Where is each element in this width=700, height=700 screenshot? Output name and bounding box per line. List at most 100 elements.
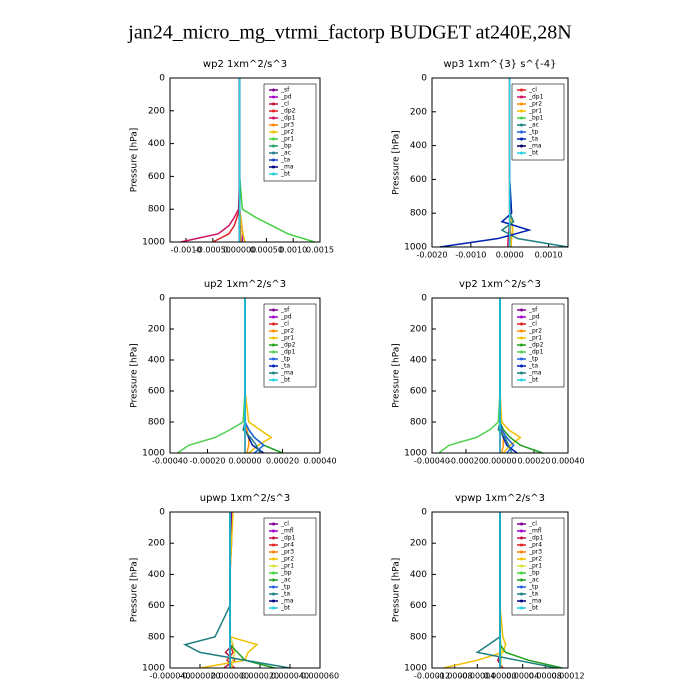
legend-marker [272,130,275,134]
legend-label: _pd [280,314,292,321]
legend-label: _mfl [280,528,294,535]
y-tick-label: 200 [148,325,165,335]
panel-title: vp2 1xm^2/s^3 [459,279,541,290]
y-tick-label: 800 [410,418,427,428]
y-tick-label: 800 [148,418,165,428]
legend-label: _ac [280,150,291,157]
x-tick-label: 0.0010 [279,246,307,255]
legend-marker [520,371,523,375]
legend-marker [272,315,275,319]
legend-marker [520,599,523,603]
legend-marker [520,343,523,347]
legend-label: _ta [280,591,290,598]
y-tick-label: 0 [159,508,165,518]
y-tick-label: 800 [148,632,165,642]
x-tick-label: -0.00004 [459,672,495,681]
legend-marker [272,543,275,547]
legend-marker [272,357,275,361]
x-tick-label: -0.00050 [195,246,231,255]
x-tick-label: 0.00012 [551,672,584,681]
y-tick-label: 600 [148,601,165,611]
y-axis-label: Pressure [hPa] [392,343,402,408]
legend-label: _pr2 [528,101,542,108]
x-tick-label: 0.00050 [250,246,283,255]
legend-label: _pr3 [528,549,542,556]
legend-marker [272,88,275,92]
legend-marker [272,564,275,568]
legend-label: _dp2 [280,108,296,115]
legend: _cl_mfl_dp1_pr4_pr3_pr2_pr1_bp_ac_tp_ta_… [263,517,317,616]
legend-label: _pr2 [280,328,294,335]
legend-marker [272,95,275,99]
legend: _sf_pd_cl_dp2_dp1_pr3_pr2_pr1_bp_ac_ta_m… [263,83,317,182]
legend-marker [272,116,275,120]
legend-label: _pr1 [528,563,542,570]
legend-label: _pr1 [280,563,294,570]
legend-marker [272,165,275,169]
legend-label: _tp [280,356,290,363]
x-tick-label: 0.00000 [483,457,516,466]
y-tick-label: 800 [148,205,165,215]
legend-marker [520,564,523,568]
x-tick-label: 0.00000 [223,246,256,255]
legend-marker [520,329,523,333]
legend-label: _ta [280,363,290,370]
legend-marker [272,109,275,113]
y-tick-label: 1000 [142,664,165,674]
legend-label: _pr1 [280,335,294,342]
y-tick-label: 400 [410,356,427,366]
legend-marker [520,571,523,575]
legend: _sf_pd_cl_pr2_pr1_dp2_dp1_tp_ta_ma_bt [263,303,317,388]
y-tick-label: 0 [421,508,427,518]
legend-label: _ta [528,136,538,143]
legend-label: _bt [280,171,291,178]
legend-marker [272,144,275,148]
legend-marker [272,343,275,347]
legend-label: _dp1 [280,115,296,122]
legend-marker [272,592,275,596]
legend-label: _bt [280,377,291,384]
legend-label: _pr2 [528,328,542,335]
legend-marker [520,350,523,354]
legend-marker [520,322,523,326]
legend-marker [520,151,523,155]
legend-label: _ma [528,143,542,150]
legend-marker [272,522,275,526]
legend-marker [272,599,275,603]
legend-label: _bt [528,605,539,612]
legend-label: _ma [280,164,294,171]
x-tick-label: 0.000000 [211,672,249,681]
legend-label: _pr3 [280,122,294,129]
y-axis-label: Pressure [hPa] [130,343,140,408]
x-tick-label: 0.00040 [551,457,584,466]
legend-label: _dp1 [528,94,544,101]
legend-label: _cl [280,321,289,328]
y-axis-label: Pressure [hPa] [392,558,402,623]
legend-label: _bt [528,377,539,384]
legend-label: _tp [280,584,290,591]
plot-frame [169,297,321,454]
x-tick-label: 0.00020 [517,457,550,466]
figure-title: jan24_micro_mg_vtrmi_factorp BUDGET at24… [127,22,571,44]
plot-frame [169,77,321,243]
legend: _cl_mfl_dp1_pr4_pr3_pr2_pr1_bp_ac_tp_ta_… [511,517,565,616]
y-tick-label: 0 [159,74,165,84]
x-tick-label: 0.00000 [228,457,261,466]
y-tick-label: 1000 [404,449,427,459]
legend-marker [272,308,275,312]
x-tick-label: 0.0010 [535,251,563,260]
panel-title: wp2 1xm^2/s^3 [203,59,287,70]
legend-marker [272,606,275,610]
legend-marker [520,144,523,148]
panel: wp3 1xm^{3} s^{-4} Pressure [hPa] 0 200 400 6… [392,59,569,260]
x-tick-label: 0.00020 [266,457,299,466]
legend-marker [520,543,523,547]
legend-marker [272,371,275,375]
panel: upwp 1xm^2/s^3 Pressure [hPa] 0 200 400 600 80… [130,493,340,681]
legend-marker [272,578,275,582]
legend-marker [272,123,275,127]
legend-marker [272,158,275,162]
legend-label: _dp2 [528,342,544,349]
panel-title: upwp 1xm^2/s^3 [200,493,290,504]
y-tick-label: 200 [410,539,427,549]
